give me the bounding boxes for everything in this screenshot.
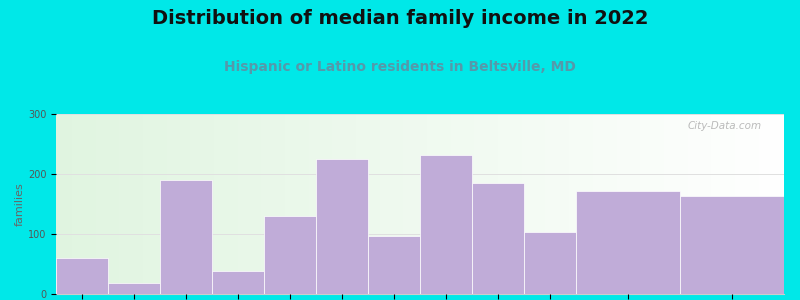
- Y-axis label: families: families: [15, 182, 25, 226]
- Bar: [472, 183, 524, 294]
- Text: City-Data.com: City-Data.com: [688, 121, 762, 131]
- Bar: [316, 159, 368, 294]
- Bar: [680, 196, 784, 294]
- Bar: [368, 236, 420, 294]
- Bar: [264, 216, 316, 294]
- Bar: [108, 283, 160, 294]
- Text: Hispanic or Latino residents in Beltsville, MD: Hispanic or Latino residents in Beltsvil…: [224, 60, 576, 74]
- Text: Distribution of median family income in 2022: Distribution of median family income in …: [152, 9, 648, 28]
- Bar: [576, 191, 680, 294]
- Bar: [56, 258, 108, 294]
- Bar: [160, 180, 212, 294]
- Bar: [524, 232, 576, 294]
- Bar: [420, 155, 472, 294]
- Bar: [212, 271, 264, 294]
